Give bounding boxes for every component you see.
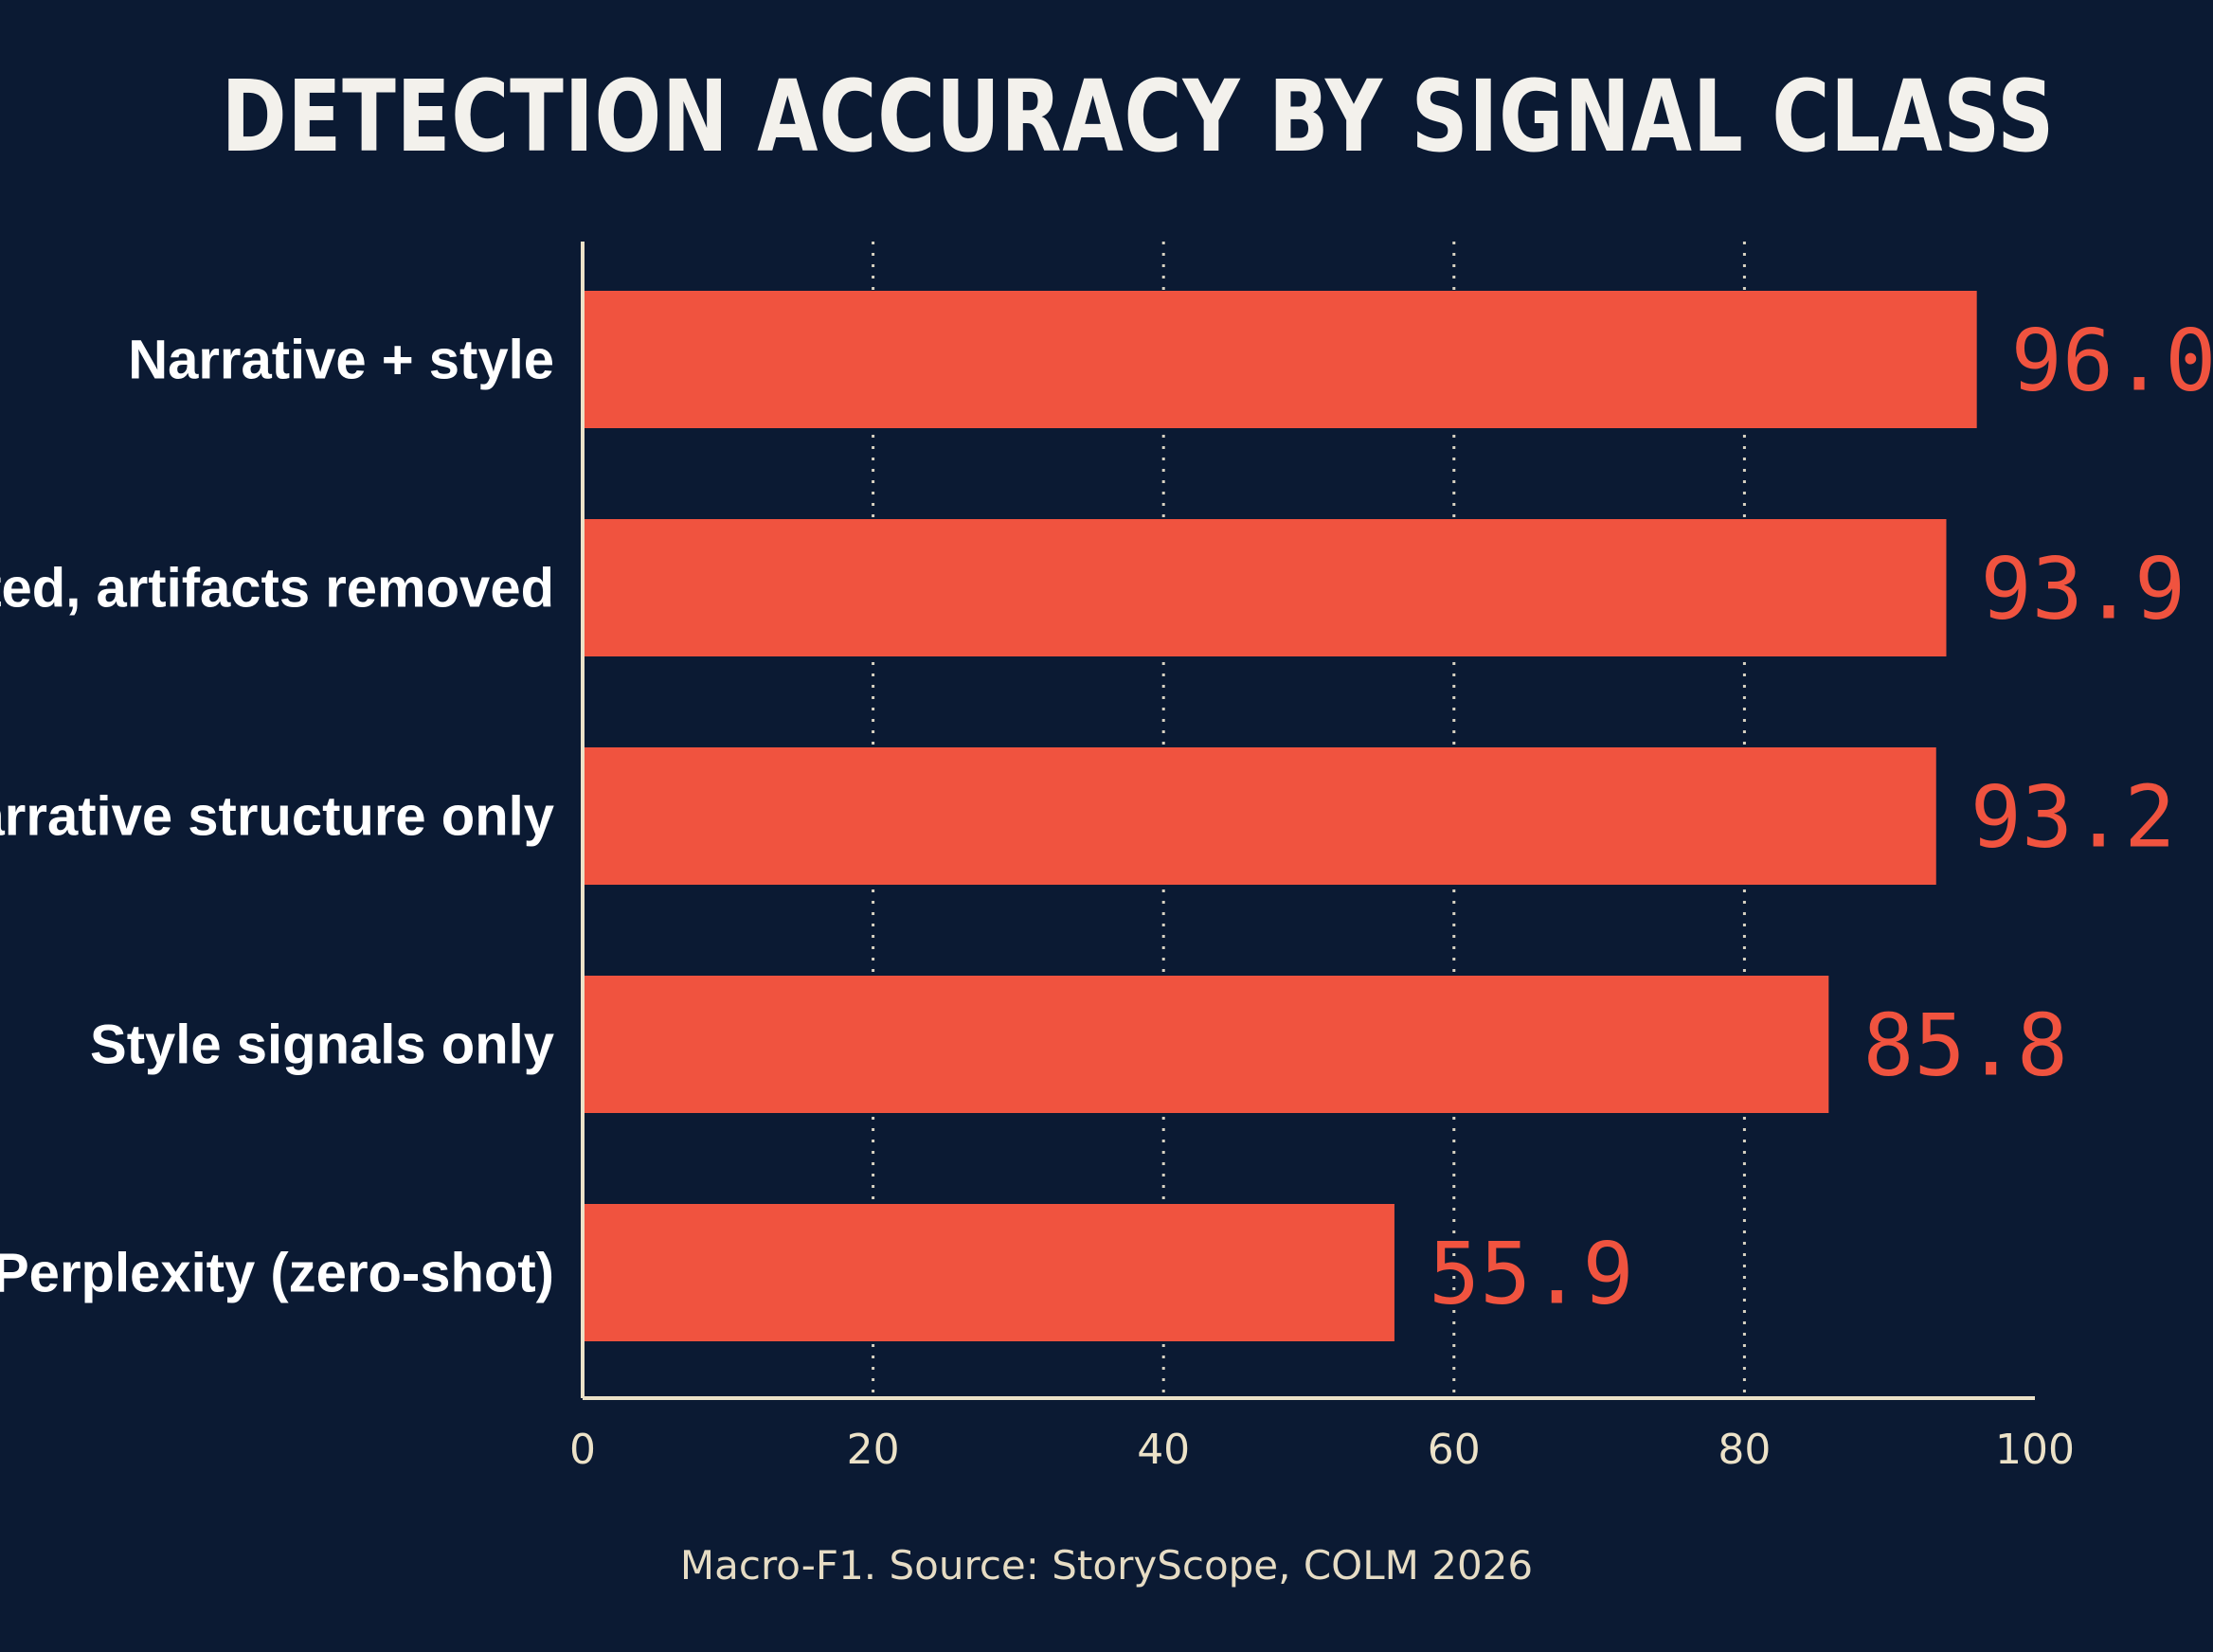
x-tick-label-20: 20 <box>847 1426 900 1474</box>
labels: Narrative + style 96.0 Edited, artifacts r… <box>0 312 2213 1475</box>
x-tick-label-40: 40 <box>1137 1426 1190 1474</box>
value-label-2: 93.2 <box>1970 768 2176 868</box>
bars <box>583 291 1977 1341</box>
chart-title: DETECTION ACCURACY BY SIGNAL CLASS <box>221 59 2055 174</box>
category-label-1: Edited, artifacts removed <box>0 558 554 620</box>
bar-4 <box>583 1204 1394 1341</box>
axes <box>581 242 2035 1400</box>
x-tick-label-80: 80 <box>1718 1426 1771 1474</box>
bar-0 <box>583 291 1977 428</box>
x-tick-label-0: 0 <box>569 1426 596 1474</box>
value-label-1: 93.9 <box>1980 540 2186 639</box>
value-label-4: 55.9 <box>1429 1225 1634 1324</box>
category-label-3: Style signals only <box>90 1015 554 1076</box>
value-label-0: 96.0 <box>2011 312 2213 411</box>
bar-1 <box>583 519 1947 656</box>
x-tick-label-60: 60 <box>1428 1426 1481 1474</box>
value-label-3: 85.8 <box>1862 997 2068 1096</box>
bar-2 <box>583 747 1936 885</box>
category-label-2: Narrative structure only <box>0 786 554 848</box>
x-tick-label-100: 100 <box>1995 1426 2075 1474</box>
bar-3 <box>583 976 1829 1113</box>
chart-caption: Macro-F1. Source: StoryScope, COLM 2026 <box>679 1542 1534 1589</box>
category-label-0: Narrative + style <box>128 330 554 391</box>
category-label-4: Perplexity (zero-shot) <box>0 1243 554 1304</box>
